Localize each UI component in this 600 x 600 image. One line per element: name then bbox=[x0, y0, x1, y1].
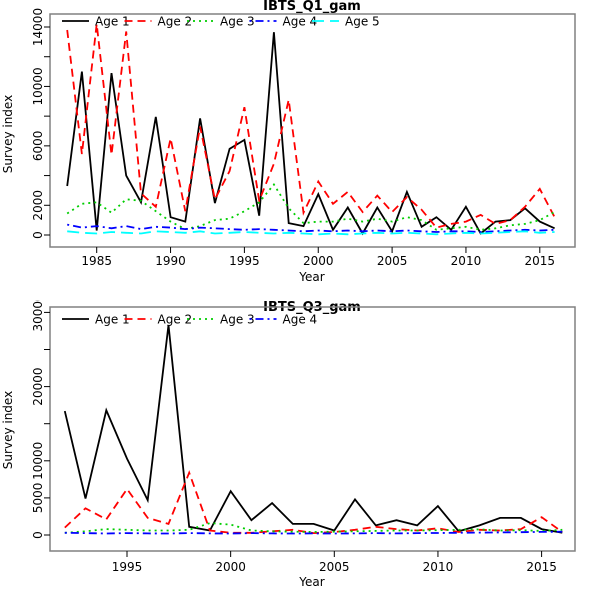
x-tick-label: 2000 bbox=[215, 560, 246, 574]
y-axis-label-q3: Survey index bbox=[1, 391, 15, 469]
legend-label-age-4: Age 4 bbox=[283, 15, 318, 29]
legend-label-age-3: Age 3 bbox=[220, 15, 255, 29]
y-axis-label-q1: Survey index bbox=[1, 95, 15, 173]
y-tick-label: 0 bbox=[31, 531, 45, 539]
y-tick-label: 6000 bbox=[31, 131, 45, 162]
legend-label-age-1: Age 1 bbox=[95, 15, 130, 29]
plot-box bbox=[49, 306, 576, 552]
chart-ibts-q3-gam: IBTS_Q3_gam Year Survey index 1995 2000 20… bbox=[1, 300, 576, 589]
series-age-4 bbox=[64, 530, 563, 535]
x-axis-label-q3: Year bbox=[298, 575, 324, 589]
x-tick-label: 2015 bbox=[526, 560, 557, 574]
x-tick-label: 1990 bbox=[155, 254, 186, 268]
x-tick-label: 1995 bbox=[112, 560, 143, 574]
legend-item-age-5: Age 5 bbox=[312, 15, 380, 29]
x-axis-label-q1: Year bbox=[298, 270, 324, 284]
legend-label-age-2: Age 2 bbox=[158, 15, 193, 29]
legend-label-age-5: Age 5 bbox=[345, 15, 380, 29]
plot-box bbox=[49, 13, 576, 248]
legend-item-age-3: Age 3 bbox=[187, 15, 255, 29]
legend-item-age-1: Age 1 bbox=[62, 15, 130, 29]
x-tick-label: 2005 bbox=[319, 560, 350, 574]
chart-ibts-q1-gam: IBTS_Q1_gam Year Survey index 1985 1990 19… bbox=[1, 0, 576, 284]
series-age-5 bbox=[67, 230, 555, 236]
legend-item-age-3: Age 3 bbox=[187, 313, 255, 327]
y-tick-label: 0 bbox=[31, 231, 45, 239]
legend-item-age-2: Age 2 bbox=[124, 15, 193, 29]
x-tick-label: 2000 bbox=[303, 254, 334, 268]
x-tick-label: 2010 bbox=[423, 560, 454, 574]
legend-item-age-4: Age 4 bbox=[249, 313, 318, 327]
y-tick-label: 10000 bbox=[31, 442, 45, 480]
series-age-1 bbox=[63, 324, 563, 534]
legend-item-age-1: Age 1 bbox=[62, 313, 130, 327]
y-tick-label: 2000 bbox=[31, 190, 45, 221]
legend-item-age-2: Age 2 bbox=[124, 313, 193, 327]
plot-area-q3: 1995 2000 2005 2010 2015 0 5000 10000 20000 30000… bbox=[31, 300, 576, 574]
series-age-2 bbox=[64, 470, 563, 535]
series-age-4 bbox=[67, 223, 555, 233]
y-tick-label: 5000 bbox=[31, 483, 45, 514]
series-age-3 bbox=[66, 182, 556, 231]
plot-area-q1: 1985 1990 1995 2000 2005 2010 2015 0 2000 6000 100… bbox=[31, 8, 576, 268]
x-tick-label: 1985 bbox=[81, 254, 112, 268]
x-tick-label: 2015 bbox=[525, 254, 556, 268]
legend-item-age-4: Age 4 bbox=[249, 15, 318, 29]
y-tick-label: 10000 bbox=[31, 67, 45, 105]
x-tick-label: 2010 bbox=[451, 254, 482, 268]
y-tick-label: 14000 bbox=[31, 8, 45, 46]
y-tick-label: 20000 bbox=[31, 368, 45, 406]
chart-title-q1: IBTS_Q1_gam bbox=[263, 0, 361, 14]
y-tick-label: 30000 bbox=[31, 300, 45, 331]
x-tick-label: 1995 bbox=[229, 254, 260, 268]
x-tick-label: 2005 bbox=[377, 254, 408, 268]
legend-label-age-3: Age 3 bbox=[220, 313, 255, 327]
legend-label-age-4: Age 4 bbox=[283, 313, 318, 327]
legend-label-age-1: Age 1 bbox=[95, 313, 130, 327]
series-age-1 bbox=[66, 32, 555, 236]
legend-label-age-2: Age 2 bbox=[158, 313, 193, 327]
series-age-2 bbox=[66, 23, 556, 229]
